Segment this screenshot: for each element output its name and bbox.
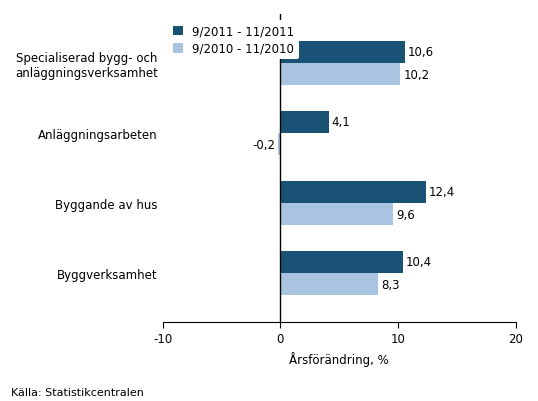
Legend: 9/2011 - 11/2011, 9/2010 - 11/2010: 9/2011 - 11/2011, 9/2010 - 11/2010: [168, 21, 299, 60]
Text: 9,6: 9,6: [396, 208, 415, 221]
Bar: [278, 134, 280, 156]
Text: 10,2: 10,2: [404, 69, 429, 81]
Text: 4,1: 4,1: [331, 116, 350, 129]
Bar: [280, 111, 329, 134]
X-axis label: Årsförändring, %: Årsförändring, %: [289, 351, 389, 366]
Bar: [280, 203, 393, 226]
Text: 8,3: 8,3: [381, 278, 399, 291]
Bar: [280, 273, 378, 296]
Bar: [280, 181, 426, 203]
Text: Källa: Statistikcentralen: Källa: Statistikcentralen: [11, 387, 144, 397]
Bar: [280, 64, 400, 86]
Text: 12,4: 12,4: [429, 186, 455, 199]
Bar: [280, 41, 405, 64]
Bar: [280, 251, 402, 273]
Text: 10,4: 10,4: [406, 255, 431, 269]
Text: -0,2: -0,2: [252, 138, 275, 151]
Text: 10,6: 10,6: [408, 46, 434, 59]
